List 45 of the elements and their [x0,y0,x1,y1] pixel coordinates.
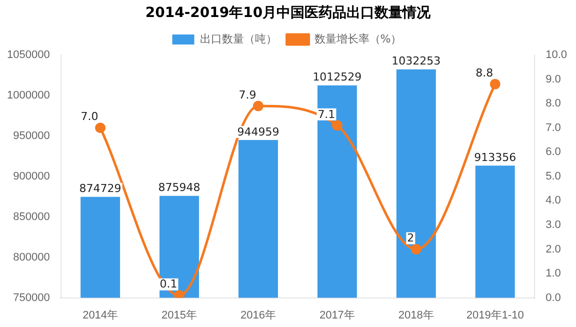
chart-title: 2014-2019年10月中国医药品出口数量情况 [144,4,432,23]
data-label: 874729 [79,182,122,196]
x-tick-label: 2016年 [240,309,276,322]
legend-label: 出口数量（吨） [200,32,277,46]
y2-tick-label: 4.0 [546,194,561,207]
y-tick-label: 850000 [13,210,50,223]
y-tick-label: 750000 [13,292,50,304]
x-tick-label: 2015年 [162,309,198,322]
x-tick-label: 2014年 [82,309,118,322]
y2-tick-label: 5.0 [546,170,561,182]
y2-tick-label: 3.0 [546,218,561,231]
data-label: 7.1 [318,108,336,121]
y2-tick-label: 0.0 [546,292,561,304]
point [252,100,264,112]
y-tick-label: 900000 [13,170,50,182]
point [490,78,500,90]
x-tick-label: 2017年 [319,309,355,322]
y2-tick-label: 10.0 [546,49,568,62]
point [95,122,106,134]
data-label: 913356 [474,150,516,164]
y2-tick-label: 7.0 [546,122,561,134]
data-label: 8.8 [476,66,494,80]
data-label: 1012529 [312,70,362,84]
y-tick-label: 800000 [13,251,50,264]
data-label: 0.1 [160,278,178,291]
y2-tick-label: 9.0 [546,73,561,86]
y-tick-label: 950000 [13,130,50,142]
y-tick-label: 1000000 [6,90,50,102]
data-label: 7.0 [80,110,98,124]
y-tick-label: 1050000 [6,49,50,62]
data-label: 7.9 [238,88,256,102]
data-label: 2 [407,232,414,245]
data-label: 1032253 [392,54,441,68]
point [410,244,422,254]
y2-tick-label: 2.0 [546,243,561,256]
x-tick-label: 2019年1-10 [466,309,524,322]
data-label: 944959 [237,125,280,138]
point [332,120,342,131]
y2-tick-label: 6.0 [546,146,561,158]
y2-tick-label: 8.0 [546,98,561,110]
data-label: 875948 [158,181,200,194]
legend-label: 数量增长率（%） [314,32,402,46]
point [174,290,185,298]
y2-tick-label: 1.0 [546,268,561,280]
x-tick-label: 2018年 [398,309,434,322]
